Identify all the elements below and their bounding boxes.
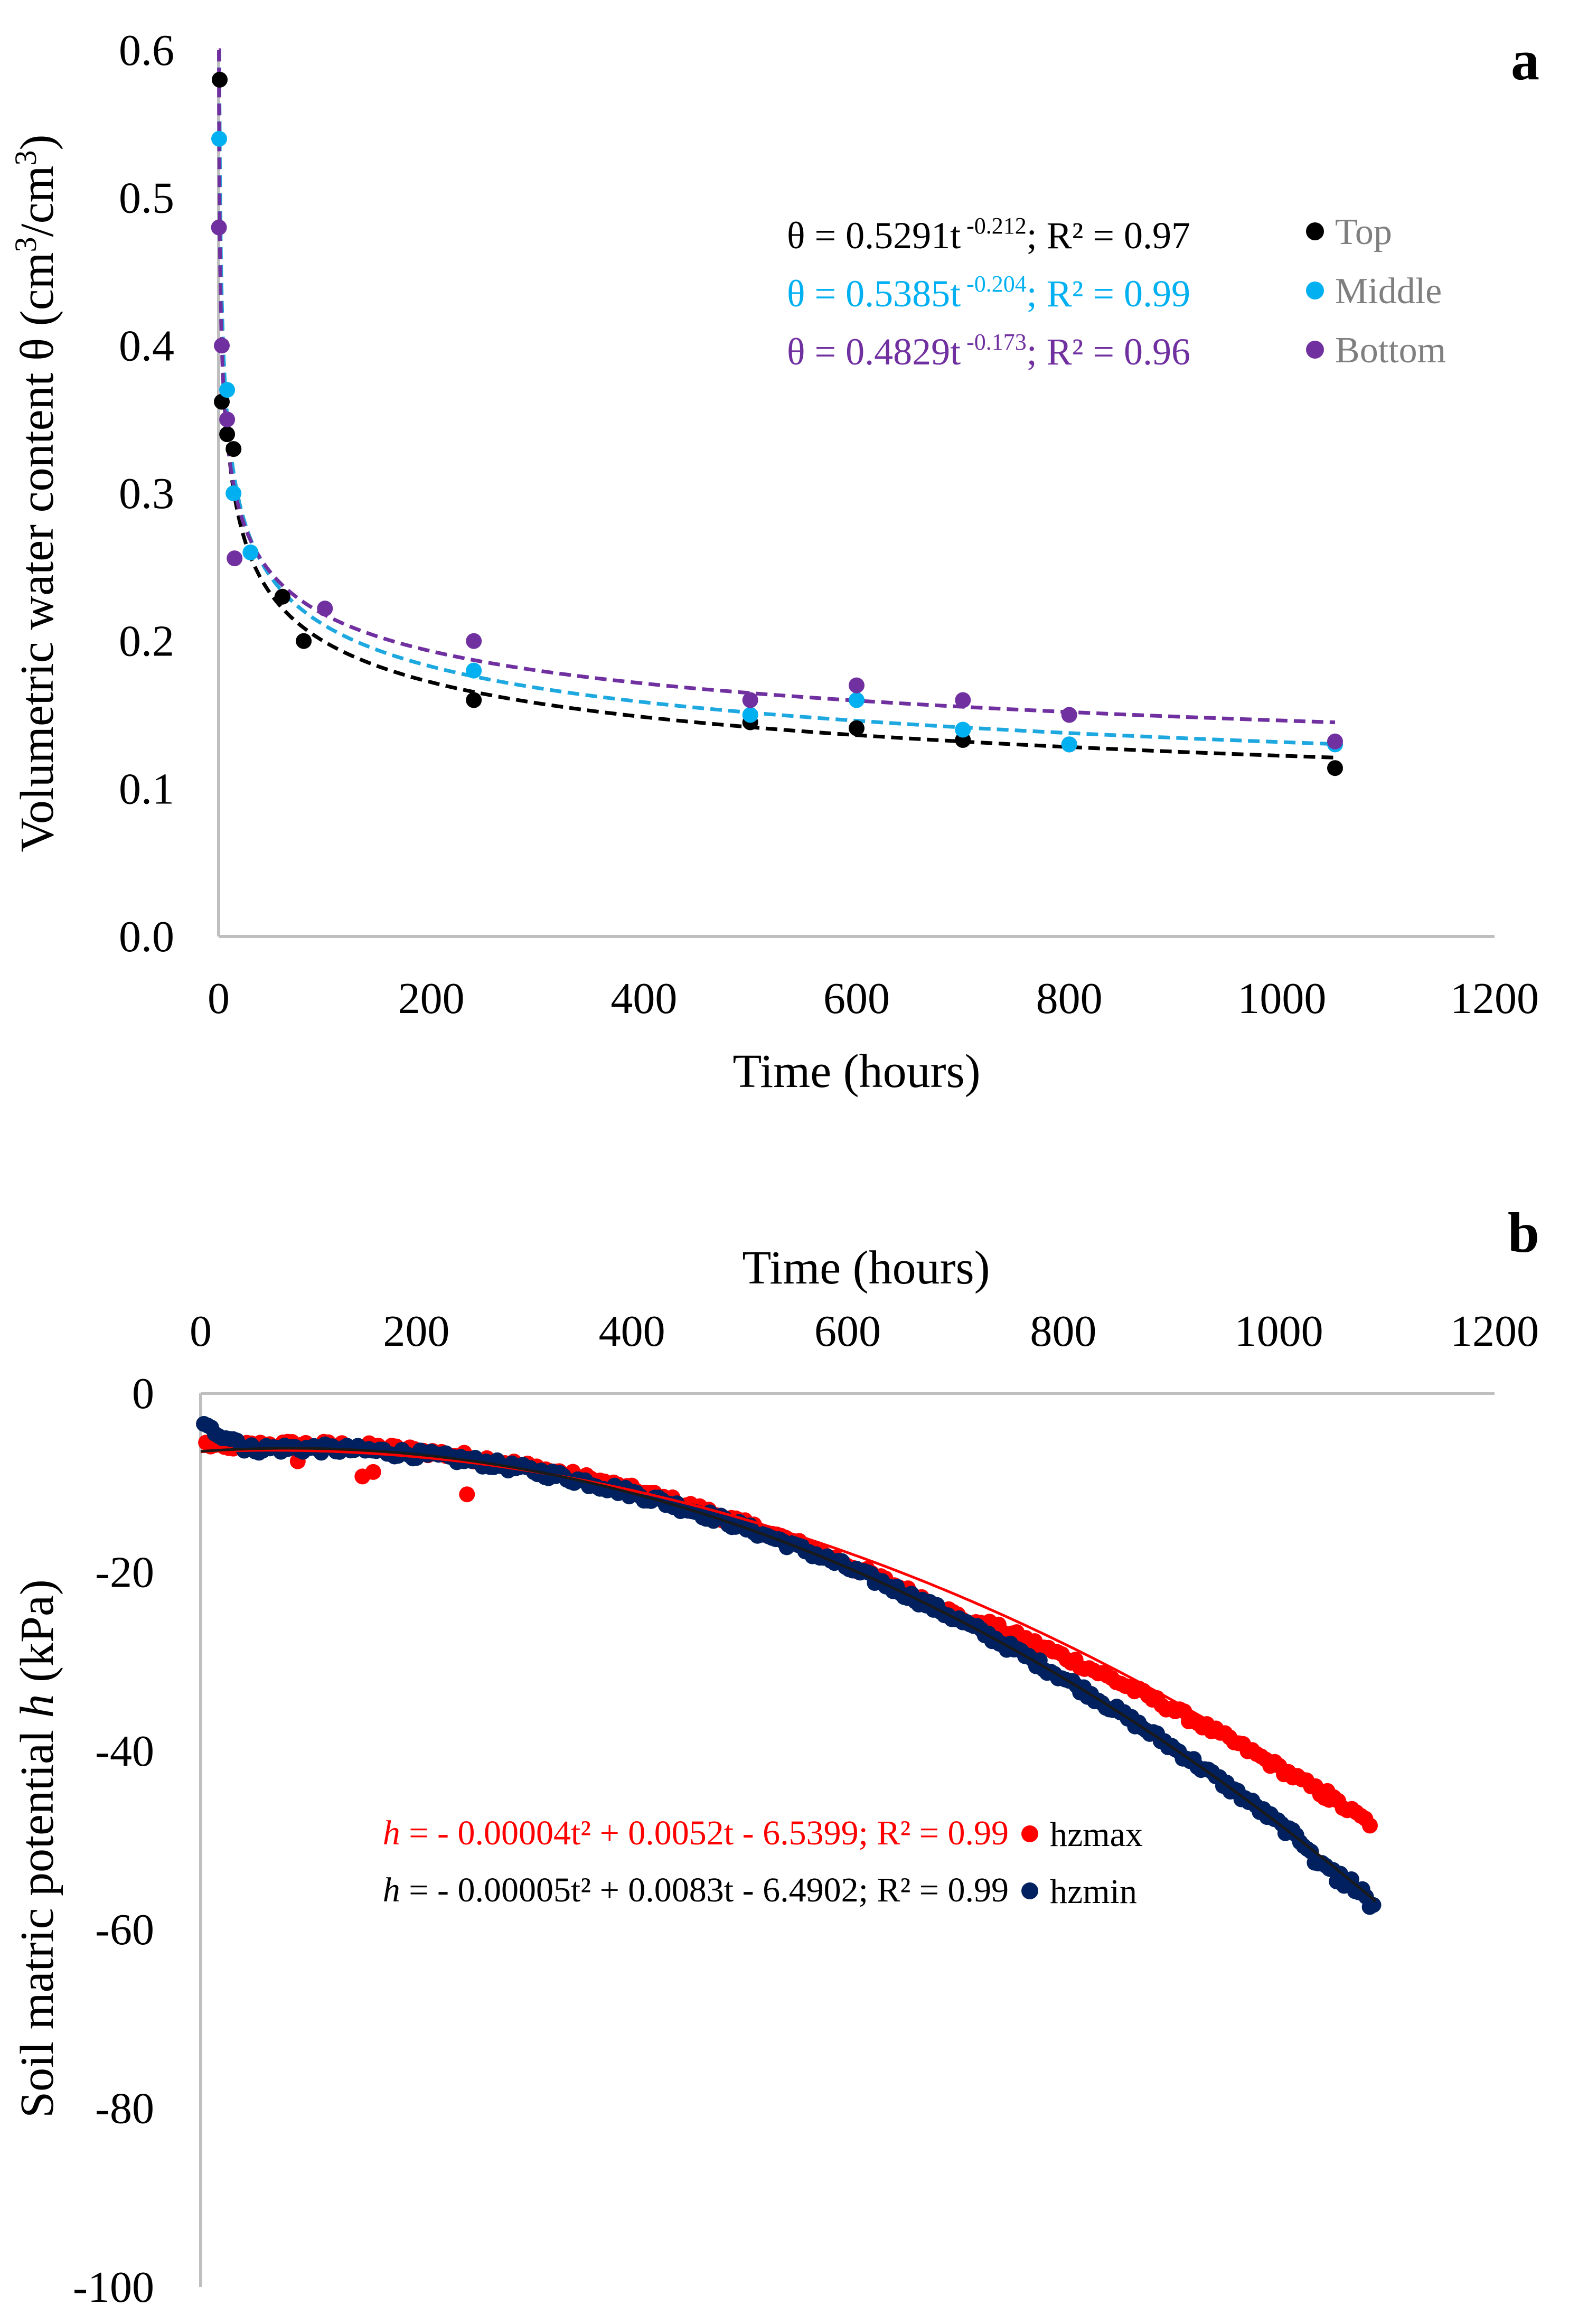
y-tick-label: 0.4 xyxy=(119,321,174,370)
point-middle xyxy=(955,721,971,738)
point-middle xyxy=(742,707,758,723)
point-top xyxy=(274,588,290,605)
point-bottom xyxy=(1061,707,1077,723)
point-middle xyxy=(466,662,482,679)
panel-a-label: a xyxy=(1511,29,1539,92)
point-bottom xyxy=(211,219,227,236)
point-bottom xyxy=(214,338,230,354)
point-middle xyxy=(1061,736,1077,753)
y-tick-label: -20 xyxy=(95,1548,154,1597)
point-middle xyxy=(211,130,227,147)
point-middle xyxy=(226,485,242,501)
point-bottom xyxy=(227,550,243,567)
y-tick-label: 0.6 xyxy=(119,26,174,75)
point-bottom xyxy=(219,411,236,428)
x-tick-label: 400 xyxy=(610,974,677,1023)
x-tick-label: 0 xyxy=(190,1307,212,1356)
point-top xyxy=(849,720,865,736)
point-middle xyxy=(849,692,865,708)
y-tick-label: 0.0 xyxy=(119,912,174,961)
panel-a-x-axis-label: Time (hours) xyxy=(732,1045,980,1098)
equation-hzmin: h = - 0.00005t² + 0.0083t - 6.4902; R² =… xyxy=(383,1871,1009,1909)
panel-a-chart: a 0.0 0.1 0.2 0.3 0.4 0.5 0.6 0 200 400 600 800 100… xyxy=(8,26,1539,1098)
x-tick-label: 200 xyxy=(398,974,465,1023)
point-hzmax xyxy=(459,1486,475,1503)
point-bottom xyxy=(742,692,758,708)
point-middle xyxy=(242,544,259,560)
panel-b-x-tick-labels: 0 200 400 600 800 1000 1200 xyxy=(190,1307,1539,1356)
x-tick-label: 0 xyxy=(208,974,230,1023)
equation-bottom: θ = 0.4829t -0.173; R² = 0.96 xyxy=(787,329,1190,373)
equation-hzmax: h = - 0.00004t² + 0.0052t - 6.5399; R² =… xyxy=(383,1814,1009,1852)
legend-label-top: Top xyxy=(1335,212,1392,252)
y-tick-label: 0.3 xyxy=(119,469,174,518)
trendline-middle xyxy=(217,48,1336,746)
legend-marker-hzmax xyxy=(1021,1825,1038,1842)
point-bottom xyxy=(317,601,333,617)
legend-marker-hzmin xyxy=(1021,1882,1038,1899)
equation-top: θ = 0.5291t -0.212; R² = 0.97 xyxy=(787,213,1190,257)
x-tick-label: 800 xyxy=(1036,974,1103,1023)
x-tick-label: 1200 xyxy=(1450,1307,1539,1356)
x-tick-label: 200 xyxy=(383,1307,449,1356)
y-tick-label: 0.2 xyxy=(119,617,174,666)
equation-middle: θ = 0.5385t -0.204; R² = 0.99 xyxy=(787,271,1190,315)
point-top xyxy=(296,633,312,649)
panel-b-y-axis-label: Soil matric potential h (kPa) xyxy=(11,1579,63,2118)
x-tick-label: 800 xyxy=(1030,1307,1096,1356)
panel-a-legend: Top Middle Bottom xyxy=(1306,212,1446,371)
legend-label-hzmin: hzmin xyxy=(1050,1872,1137,1911)
x-tick-label: 600 xyxy=(814,1307,881,1356)
x-tick-label: 1200 xyxy=(1450,974,1539,1023)
point-top xyxy=(226,441,242,457)
point-top xyxy=(212,71,228,88)
legend-label-hzmax: hzmax xyxy=(1050,1815,1143,1854)
legend-marker-top xyxy=(1306,222,1324,240)
y-tick-label: -80 xyxy=(95,2084,154,2133)
panel-a-data-points xyxy=(211,71,1343,776)
y-tick-label: -100 xyxy=(73,2263,154,2312)
trendline-hzmax xyxy=(200,1449,1377,1827)
x-tick-label: 1000 xyxy=(1235,1307,1323,1356)
point-middle xyxy=(219,382,236,398)
point-bottom xyxy=(955,692,971,708)
point-bottom xyxy=(849,677,865,694)
legend-label-bottom: Bottom xyxy=(1335,330,1446,371)
legend-marker-bottom xyxy=(1306,341,1324,359)
legend-label-middle: Middle xyxy=(1335,271,1442,312)
point-top xyxy=(466,692,482,708)
legend-marker-middle xyxy=(1306,282,1324,299)
point-top xyxy=(214,393,230,410)
panel-a-x-tick-labels: 0 200 400 600 800 1000 1200 xyxy=(208,974,1539,1023)
point-top xyxy=(219,426,236,443)
y-tick-label: 0.1 xyxy=(119,764,174,813)
trendline-bottom xyxy=(217,48,1336,725)
y-tick-label: 0 xyxy=(132,1369,154,1418)
y-tick-label: -40 xyxy=(95,1727,154,1776)
panel-b-trendlines xyxy=(200,1447,1377,1903)
x-tick-label: 400 xyxy=(599,1307,665,1356)
point-hzmax xyxy=(1362,1817,1378,1834)
point-top xyxy=(1327,760,1343,776)
panel-a-y-axis-label: Volumetric water content θ (cm3/cm3) xyxy=(8,134,63,852)
point-hzmax xyxy=(365,1464,381,1480)
panel-b-label: b xyxy=(1508,1202,1539,1264)
panel-b-y-tick-labels: 0 -20 -40 -60 -80 -100 xyxy=(73,1369,154,2312)
x-tick-label: 1000 xyxy=(1237,974,1326,1023)
panel-a-y-tick-labels: 0.0 0.1 0.2 0.3 0.4 0.5 0.6 xyxy=(119,26,174,961)
trendline-hzmin xyxy=(200,1447,1377,1903)
y-tick-label: -60 xyxy=(95,1905,154,1954)
point-bottom xyxy=(466,633,482,649)
x-tick-label: 600 xyxy=(823,974,890,1023)
y-tick-label: 0.5 xyxy=(119,174,174,223)
panel-b-x-axis-label: Time (hours) xyxy=(742,1242,990,1294)
panel-b-chart: b Time (hours) 0 200 400 600 800 1000 1200 0 -2… xyxy=(11,1202,1539,2312)
panel-b-legend: hzmax hzmin xyxy=(1021,1815,1143,1911)
point-bottom xyxy=(1327,733,1343,749)
point-hzmin xyxy=(1365,1897,1382,1913)
